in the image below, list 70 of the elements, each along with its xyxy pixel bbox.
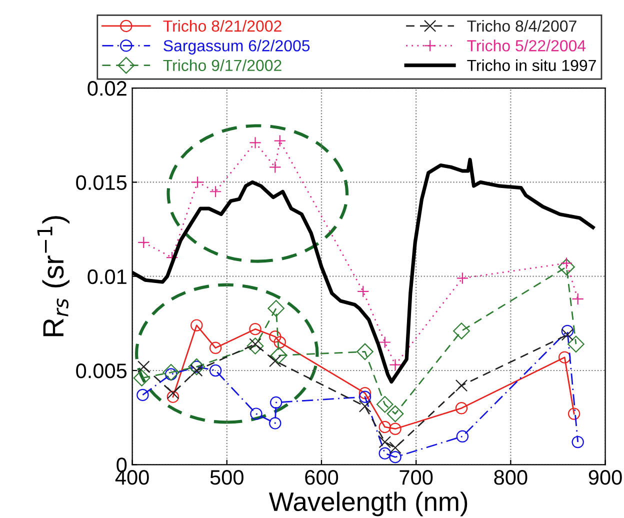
x-tick-label: 800 bbox=[494, 470, 528, 485]
point bbox=[246, 338, 264, 354]
legend-label: Tricho in situ 1997 bbox=[467, 59, 596, 72]
point bbox=[456, 272, 469, 284]
point bbox=[162, 364, 180, 381]
x-axis-title: Wavelength (nm) bbox=[268, 492, 468, 516]
point bbox=[269, 417, 282, 430]
point bbox=[558, 258, 575, 276]
point bbox=[572, 436, 584, 448]
point bbox=[376, 396, 394, 413]
point bbox=[250, 408, 262, 420]
y-tick-label: 0.02 bbox=[88, 81, 126, 96]
point bbox=[358, 386, 372, 400]
point bbox=[133, 370, 150, 386]
point bbox=[389, 451, 402, 464]
point bbox=[269, 330, 282, 343]
legend-label: Tricho 8/4/2007 bbox=[467, 20, 576, 32]
point bbox=[572, 292, 584, 306]
point bbox=[561, 324, 574, 338]
point bbox=[268, 300, 284, 317]
point bbox=[378, 436, 391, 448]
point bbox=[249, 322, 262, 336]
point bbox=[558, 351, 571, 364]
point bbox=[568, 336, 584, 353]
point bbox=[209, 186, 222, 198]
legend-label: Tricho 5/22/2004 bbox=[467, 40, 586, 52]
point bbox=[455, 379, 468, 392]
point bbox=[358, 390, 372, 403]
x-tick-label: 600 bbox=[305, 470, 338, 485]
point bbox=[378, 336, 391, 348]
x-tick-label: 700 bbox=[400, 470, 433, 485]
point bbox=[455, 402, 468, 414]
point bbox=[456, 430, 469, 443]
x-tick-label: 500 bbox=[210, 470, 244, 485]
point bbox=[191, 176, 204, 188]
point bbox=[166, 390, 180, 403]
point bbox=[269, 161, 282, 174]
point bbox=[138, 236, 150, 249]
point bbox=[357, 285, 370, 298]
legend-label: Sargassum 6/2/2005 bbox=[164, 40, 310, 55]
point bbox=[568, 408, 580, 420]
y-tick-label: 0.005 bbox=[76, 364, 127, 378]
x-tick-label: 900 bbox=[588, 470, 622, 485]
point bbox=[358, 400, 372, 412]
point bbox=[378, 420, 391, 434]
legend-label: Tricho 9/17/2002 bbox=[163, 59, 282, 72]
point bbox=[249, 136, 262, 149]
point bbox=[209, 364, 222, 377]
point bbox=[453, 322, 470, 340]
legend-label: Tricho 8/21/2002 bbox=[163, 20, 282, 32]
y-tick-label: 0.015 bbox=[76, 175, 127, 190]
point bbox=[389, 442, 402, 454]
point bbox=[378, 447, 391, 460]
point bbox=[274, 134, 286, 147]
point bbox=[270, 347, 288, 364]
y-tick-label: 0.01 bbox=[88, 269, 126, 284]
point bbox=[389, 358, 402, 371]
point bbox=[166, 386, 180, 400]
point bbox=[136, 388, 149, 402]
point bbox=[356, 343, 374, 360]
point bbox=[561, 328, 574, 341]
point bbox=[274, 336, 286, 348]
point bbox=[138, 360, 150, 373]
y-axis-title: R$_{rs}$ (sr$^{−1}$) bbox=[37, 216, 70, 336]
point bbox=[270, 396, 282, 409]
point bbox=[209, 342, 222, 354]
point bbox=[389, 422, 402, 435]
x-tick-label: 400 bbox=[115, 470, 149, 485]
point bbox=[190, 319, 203, 332]
point bbox=[386, 405, 404, 422]
